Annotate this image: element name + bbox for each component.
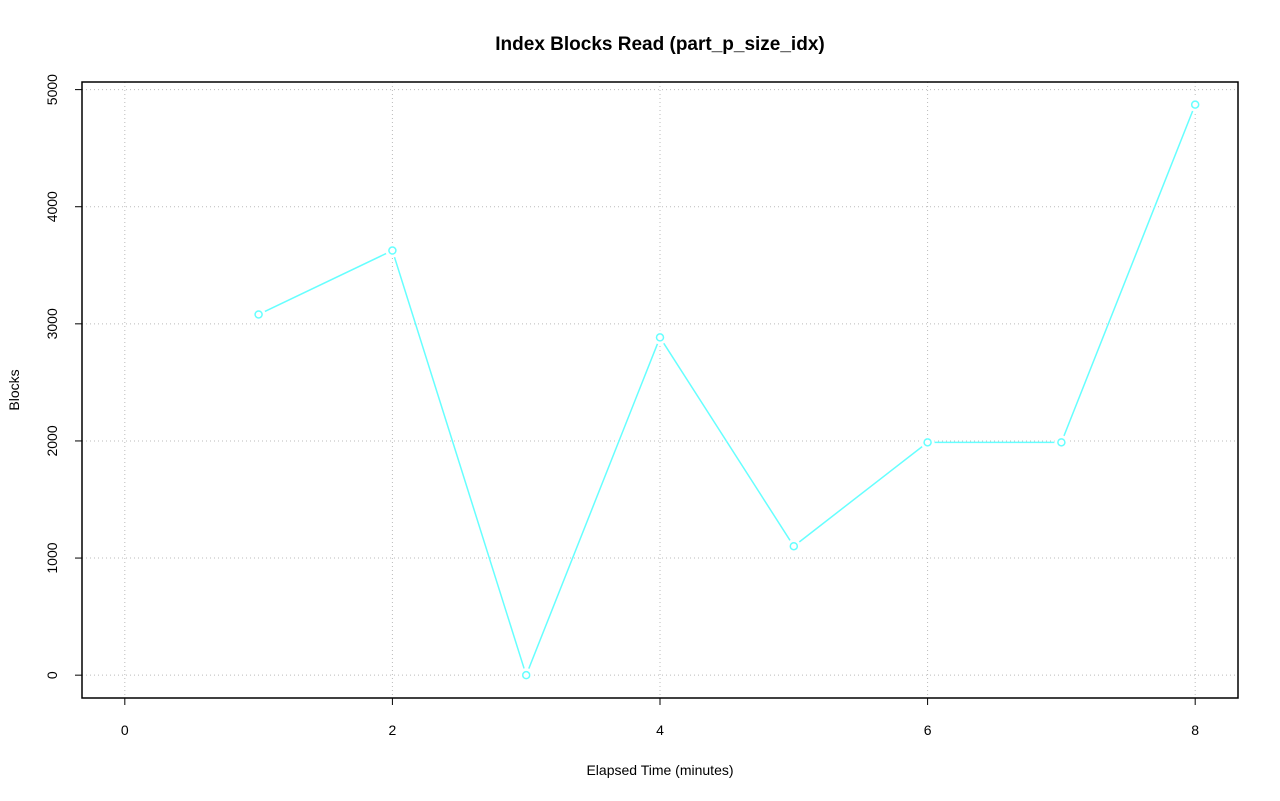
- x-tick-label: 2: [389, 722, 397, 738]
- point: [1057, 438, 1066, 447]
- point: [923, 438, 932, 447]
- line: [258, 104, 1196, 678]
- x-tick-label: 4: [656, 722, 664, 738]
- y-tick-label: 0: [44, 671, 60, 679]
- y-tick-label: 4000: [44, 191, 60, 222]
- x-tick-label: 6: [924, 722, 932, 738]
- point: [521, 670, 531, 680]
- x-tick-label: 8: [1191, 722, 1199, 738]
- point: [1190, 100, 1200, 109]
- chart-title: Index Blocks Read (part_p_size_idx): [495, 34, 824, 55]
- y-tick-label: 3000: [44, 308, 60, 339]
- y-tick-label: 5000: [44, 74, 60, 105]
- x-tick-label: 0: [121, 722, 129, 738]
- y-axis-label: Blocks: [6, 369, 22, 410]
- y-tick-label: 1000: [44, 542, 60, 573]
- y-tick-label: 2000: [44, 425, 60, 456]
- plot-frame: [81, 81, 1239, 699]
- point: [254, 310, 263, 319]
- point: [388, 246, 397, 255]
- point: [655, 333, 665, 342]
- point: [789, 541, 799, 551]
- x-axis-label: Elapsed Time (minutes): [586, 762, 733, 778]
